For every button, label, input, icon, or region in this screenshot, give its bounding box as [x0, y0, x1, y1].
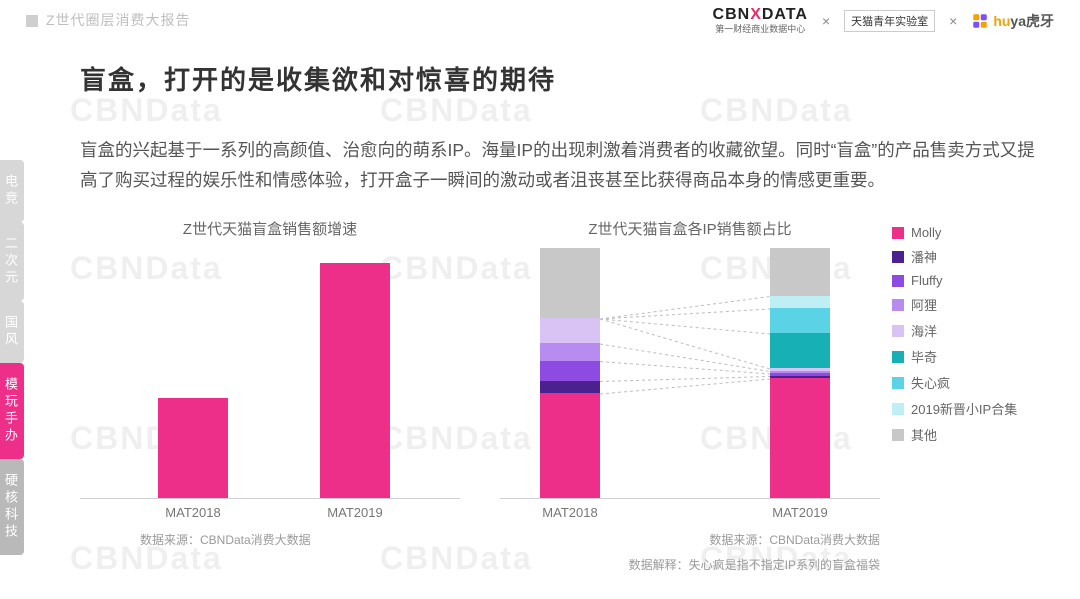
- legend-item: 失心疯: [892, 373, 1040, 392]
- legend-item: 海洋: [892, 321, 1040, 340]
- stack-segment: [540, 248, 600, 318]
- stack-segment: [770, 368, 830, 371]
- brand-cbn: CBNXDATA 第一财经商业数据中心: [713, 6, 808, 35]
- legend-swatch: [892, 275, 904, 287]
- stack-segment: [770, 333, 830, 368]
- legend-label: 失心疯: [911, 373, 950, 392]
- bar: MAT2018: [158, 398, 228, 498]
- brand-sep-2: ×: [949, 13, 957, 29]
- legend-swatch: [892, 351, 904, 363]
- stack-segment: [540, 343, 600, 361]
- bar-category-label: MAT2019: [320, 505, 390, 520]
- brand-bar: CBNXDATA 第一财经商业数据中心 × 天猫青年实验室 × huya虎牙: [713, 6, 1054, 35]
- legend-label: Molly: [911, 225, 941, 240]
- legend-item: 潘神: [892, 247, 1040, 266]
- stack-segment: [540, 381, 600, 394]
- legend-label: 海洋: [911, 321, 937, 340]
- legend-swatch: [892, 227, 904, 239]
- stack-segment: [770, 373, 830, 376]
- legend-swatch: [892, 325, 904, 337]
- legend-item: Fluffy: [892, 273, 1040, 288]
- stack-segment: [770, 378, 830, 498]
- stack-segment: [770, 376, 830, 379]
- chart-right-note2: 数据解释：失心疯是指不指定IP系列的盲盒福袋: [500, 556, 880, 573]
- legend-swatch: [892, 429, 904, 441]
- stack-category-label: MAT2018: [540, 505, 600, 520]
- legend-item: 2019新晋小IP合集: [892, 399, 1040, 418]
- bar: MAT2019: [320, 263, 390, 498]
- legend-item: 阿狸: [892, 295, 1040, 314]
- stack-segment: [770, 308, 830, 333]
- huya-icon: [971, 12, 989, 30]
- sidebar: 电竞二次元国风模玩手办硬核科技: [0, 160, 24, 555]
- chart-left-note: 数据来源：CBNData消费大数据: [140, 531, 460, 548]
- cbn-x: X: [750, 6, 762, 23]
- huya-cn: 虎牙: [1026, 13, 1054, 29]
- report-tag: Z世代圈层消费大报告: [26, 10, 191, 30]
- stacked-bar: MAT2018: [540, 248, 600, 498]
- brand-sep-1: ×: [822, 13, 830, 29]
- sidebar-tab[interactable]: 硬核科技: [0, 459, 24, 555]
- chart-right-note1: 数据来源：CBNData消费大数据: [500, 531, 880, 548]
- sidebar-tab[interactable]: 国风: [0, 301, 24, 363]
- stack-segment: [540, 318, 600, 343]
- legend-swatch: [892, 251, 904, 263]
- legend-label: 阿狸: [911, 295, 937, 314]
- bar-category-label: MAT2018: [158, 505, 228, 520]
- legend-label: 毕奇: [911, 347, 937, 366]
- legend-item: Molly: [892, 225, 1040, 240]
- brand-huya: huya虎牙: [971, 11, 1054, 31]
- legend-item: 毕奇: [892, 347, 1040, 366]
- legend-label: 其他: [911, 425, 937, 444]
- sidebar-tab[interactable]: 模玩手办: [0, 363, 24, 459]
- legend-swatch: [892, 377, 904, 389]
- huya-en-suffix: ya: [1010, 13, 1026, 29]
- legend-label: 潘神: [911, 247, 937, 266]
- stack-segment: [770, 296, 830, 309]
- sidebar-tab[interactable]: 二次元: [0, 222, 24, 301]
- chart-left-title: Z世代天猫盲盒销售额增速: [80, 218, 460, 239]
- sidebar-tab[interactable]: 电竞: [0, 160, 24, 222]
- stacked-bar: MAT2019: [770, 248, 830, 498]
- legend-label: Fluffy: [911, 273, 943, 288]
- stack-category-label: MAT2019: [770, 505, 830, 520]
- legend-label: 2019新晋小IP合集: [911, 399, 1017, 418]
- brand-tmall: 天猫青年实验室: [844, 10, 935, 32]
- stack-segment: [540, 361, 600, 381]
- page-title: 盲盒，打开的是收集欲和对惊喜的期待: [80, 60, 556, 97]
- stack-segment: [770, 248, 830, 296]
- stack-segment: [540, 393, 600, 498]
- chart-right-title: Z世代天猫盲盒各IP销售额占比: [500, 218, 880, 239]
- chart-left-plot: MAT2018 MAT2019: [80, 249, 460, 499]
- stack-segment: [770, 371, 830, 374]
- cbn-sub: 第一财经商业数据中心: [713, 22, 808, 35]
- cbn-suffix: DATA: [762, 6, 808, 23]
- legend-item: 其他: [892, 425, 1040, 444]
- cbn-prefix: CBN: [713, 6, 751, 23]
- legend-swatch: [892, 299, 904, 311]
- legend-swatch: [892, 403, 904, 415]
- chart-right-plot: MAT2018 MAT2019: [500, 249, 880, 499]
- huya-en-prefix: hu: [993, 13, 1010, 29]
- body-text: 盲盒的兴起基于一系列的高颜值、治愈向的萌系IP。海量IP的出现刺激着消费者的收藏…: [80, 136, 1036, 196]
